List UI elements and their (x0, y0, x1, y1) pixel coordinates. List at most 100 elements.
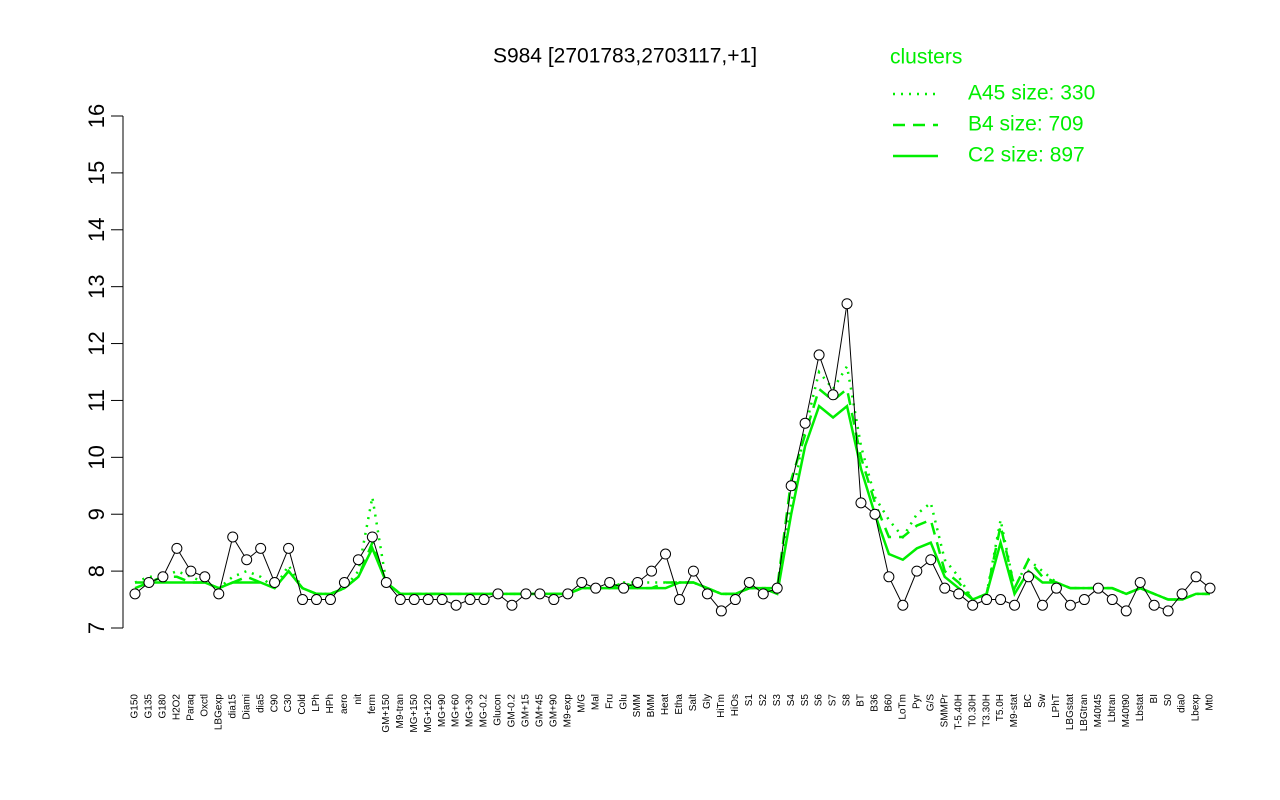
data-point (1023, 571, 1035, 583)
data-point (729, 594, 741, 606)
x-tick-label: M40t45 (1093, 694, 1104, 728)
x-tick-label: GM+15 (521, 694, 532, 728)
data-point (813, 349, 825, 361)
y-tick-label: 10 (84, 445, 109, 469)
data-point (967, 599, 979, 611)
data-point (715, 605, 727, 617)
x-tick-label: MG+30 (465, 694, 476, 728)
data-point (213, 588, 225, 600)
data-point (897, 599, 909, 611)
data-point (743, 576, 755, 588)
data-point (436, 594, 448, 606)
data-point (171, 542, 183, 554)
data-point (1148, 599, 1160, 611)
data-point (492, 588, 504, 600)
x-tick-label: nit (353, 694, 364, 705)
data-point (1078, 594, 1090, 606)
data-point (1120, 605, 1132, 617)
data-point (185, 565, 197, 577)
x-tick-label: S1 (744, 694, 755, 707)
data-point (785, 480, 797, 492)
data-point (673, 594, 685, 606)
x-tick-label: Lbtran (1107, 694, 1118, 722)
x-tick-label: S5 (800, 694, 811, 707)
data-point (1106, 594, 1118, 606)
x-tick-label: H2O2 (172, 694, 183, 721)
x-tick-label: HiOs (730, 694, 741, 716)
data-point (324, 594, 336, 606)
cluster-line (134, 362, 1210, 602)
x-tick-label: T3.30H (981, 694, 992, 727)
data-point (1064, 599, 1076, 611)
x-tick-label: LBGexp (213, 694, 224, 731)
x-tick-label: BI (1149, 694, 1160, 703)
x-tick-label: C30 (283, 694, 294, 713)
x-tick-label: LBGtran (1079, 694, 1090, 731)
x-tick-label: S3 (772, 694, 783, 707)
data-point (1092, 582, 1104, 594)
data-point (1036, 599, 1048, 611)
cluster-line (135, 386, 1210, 602)
data-point (283, 542, 295, 554)
x-tick-label: Etha (674, 694, 685, 715)
x-tick-label: Lbexp (1191, 694, 1202, 722)
x-tick-label: Glucon (493, 694, 504, 726)
x-tick-label: Lbstat (1135, 694, 1146, 721)
x-tick-label: LoTm (897, 694, 908, 720)
x-tick-label: GM+150 (381, 694, 392, 733)
x-tick-label: MG+150 (409, 694, 420, 733)
x-tick-label: M9-stat (1009, 694, 1020, 728)
x-tick-label: Gly (702, 694, 713, 709)
data-point (548, 594, 560, 606)
y-tick-label: 8 (84, 565, 109, 577)
data-point (478, 594, 490, 606)
x-tick-label: S8 (842, 694, 853, 707)
data-point (1190, 571, 1202, 583)
data-point (827, 389, 839, 401)
data-point (352, 554, 364, 566)
data-point (394, 594, 406, 606)
data-point (227, 531, 239, 543)
data-point (408, 594, 420, 606)
data-point (269, 576, 281, 588)
x-tick-label: HiTm (716, 694, 727, 718)
data-point (422, 594, 434, 606)
data-point (1134, 576, 1146, 588)
x-tick-label: G180 (158, 694, 169, 719)
data-point (310, 594, 322, 606)
x-tick-label: SMMPr (939, 693, 950, 727)
data-point (618, 582, 630, 594)
data-point (534, 588, 546, 600)
data-point (562, 588, 574, 600)
data-point (380, 576, 392, 588)
data-point (1009, 599, 1021, 611)
data-point (925, 554, 937, 566)
data-point (199, 571, 211, 583)
data-point (757, 588, 769, 600)
legend-title: clusters (890, 46, 962, 69)
data-point (855, 497, 867, 509)
x-tick-label: BMM (646, 694, 657, 717)
x-tick-label: GM+45 (535, 694, 546, 728)
data-point (157, 571, 169, 583)
x-tick-label: M9-exp (562, 694, 573, 728)
x-tick-label: Fru (604, 694, 615, 709)
data-point (939, 582, 951, 594)
y-tick-label: 13 (84, 274, 109, 298)
y-tick-label: 7 (84, 622, 109, 634)
data-point (701, 588, 713, 600)
x-tick-label: C90 (269, 694, 280, 713)
x-tick-label: M9-tran (395, 694, 406, 728)
x-tick-label: BT (856, 694, 867, 707)
x-tick-label: G150 (130, 694, 141, 719)
y-tick-label: 16 (84, 104, 109, 128)
legend-label: B4 size: 709 (968, 113, 1084, 136)
data-point (869, 508, 881, 520)
data-point (799, 417, 811, 429)
x-tick-label: aero (339, 694, 350, 714)
data-point (1176, 588, 1188, 600)
x-tick-label: Mal (590, 694, 601, 710)
x-tick-label: BC (1023, 694, 1034, 708)
data-point (450, 599, 462, 611)
